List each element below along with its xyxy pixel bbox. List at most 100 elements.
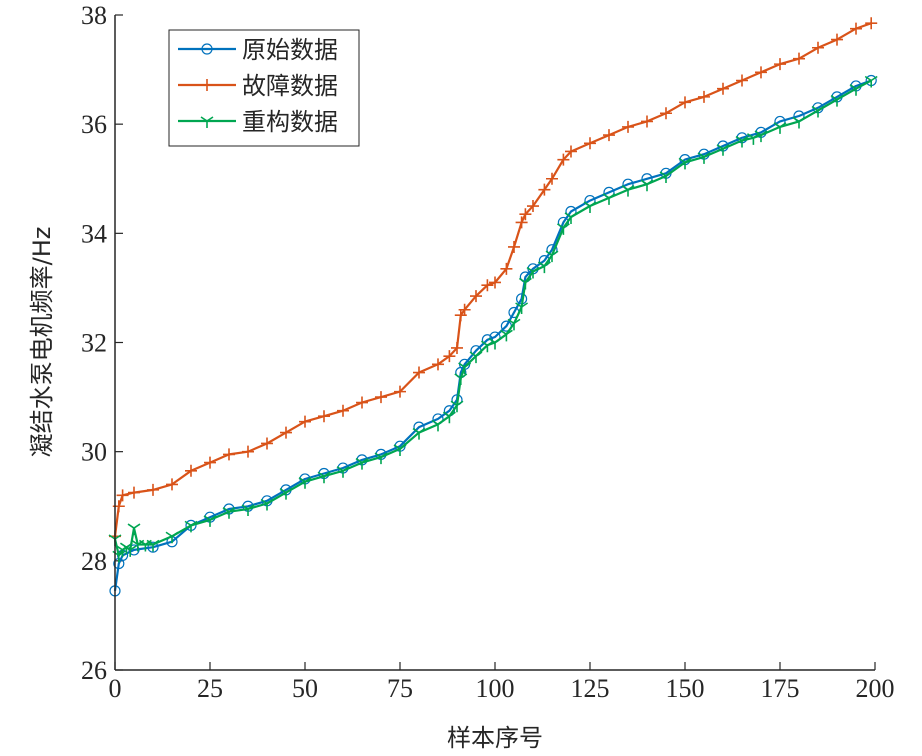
x-tick-label-0: 0 [109, 674, 122, 703]
legend-label-0: 原始数据 [242, 36, 338, 64]
series-2-point-5 [127, 523, 141, 536]
series-2-point-47 [716, 144, 730, 156]
series-1-point-51 [865, 17, 878, 30]
x-tick-label-7: 175 [761, 674, 800, 703]
series-1-point-2 [116, 489, 129, 502]
series-2-point-37 [545, 250, 559, 263]
series-1-point-44 [736, 74, 748, 87]
y-tick-label-3: 32 [81, 329, 107, 358]
series-2-point-51 [773, 122, 787, 134]
series-1-point-38 [622, 120, 634, 133]
series-2-point-42 [621, 185, 635, 197]
legend-marker-2 [200, 116, 214, 128]
series-1-point-14 [337, 404, 349, 417]
series-1-point-50 [850, 22, 862, 35]
series-2-point-13 [241, 504, 255, 516]
series-1-point-36 [584, 137, 596, 150]
series-2-point-33 [515, 302, 529, 315]
x-tick-label-5: 125 [571, 674, 610, 703]
x-tick-label-4: 100 [476, 674, 515, 703]
series-2-point-55 [849, 84, 863, 96]
series-2-point-10 [184, 520, 198, 533]
series-1-point-8 [223, 448, 235, 461]
series-1-point-30 [519, 208, 532, 221]
legend-marker-0 [201, 43, 213, 55]
series-2-point-38 [556, 223, 570, 235]
y-tick-label-1: 28 [81, 547, 107, 576]
x-tick-label-6: 150 [666, 674, 705, 703]
series-2-point-19 [355, 457, 369, 470]
y-tick-label-0: 26 [81, 656, 107, 685]
series-2-point-25 [450, 400, 464, 413]
series-1-point-15 [356, 396, 368, 409]
series-2-point-21 [393, 444, 407, 456]
series-1-point-32 [538, 183, 551, 196]
series-2 [108, 75, 878, 563]
tick-labels: 0 25 50 75 100 125 150 175 200 26 28 30 32 34 36 38 [81, 1, 895, 703]
series-1-point-25 [481, 279, 494, 292]
series-2-point-48 [735, 135, 749, 148]
x-tick-label-8: 200 [856, 674, 895, 703]
series-2-point-18 [336, 466, 350, 478]
series-2-point-39 [564, 212, 578, 224]
series-2-point-12 [222, 507, 236, 519]
series-2-point-17 [317, 471, 331, 484]
series-1-point-34 [557, 153, 570, 166]
series-2-point-46 [697, 152, 711, 164]
series-2-point-31 [499, 329, 513, 342]
series-1-point-11 [280, 426, 292, 439]
series-1-point-7 [204, 456, 216, 469]
series-line-1 [113, 22, 872, 537]
series-2-point-14 [260, 498, 274, 511]
series-2-point-34 [518, 277, 532, 290]
series-2-point-53 [811, 105, 825, 118]
series-1-point-37 [603, 129, 615, 142]
series-2-point-29 [480, 340, 494, 353]
series-1-point-33 [546, 172, 558, 185]
series-1-point-5 [166, 478, 178, 491]
series-2-point-4 [123, 545, 137, 557]
y-tick-label-4: 34 [81, 219, 107, 248]
series-1-point-41 [679, 96, 691, 109]
series-2-point-9 [165, 531, 179, 544]
series-2-point-22 [412, 427, 426, 440]
series-1-point-29 [515, 216, 528, 229]
series-2-point-35 [526, 266, 540, 279]
series-1-point-46 [774, 58, 786, 71]
series-1-point-9 [242, 445, 254, 458]
series-1-point-27 [500, 262, 513, 275]
series-2-point-23 [431, 419, 445, 432]
series-1-point-47 [793, 52, 805, 65]
x-tick-label-2: 50 [292, 674, 318, 703]
series-2-point-49 [746, 133, 760, 145]
series-2-point-8 [146, 539, 160, 552]
series-1-point-21 [451, 341, 463, 354]
series-2-point-30 [488, 337, 502, 350]
series-1-point-13 [318, 410, 330, 423]
series-2-point-45 [678, 157, 692, 170]
series-1-point-6 [185, 464, 197, 477]
series-line-0 [113, 79, 872, 592]
series-1 [109, 17, 878, 543]
series-2-point-15 [279, 487, 293, 500]
series-2-point-52 [792, 116, 806, 129]
series-1-point-20 [443, 350, 456, 363]
series-2-point-28 [469, 351, 483, 364]
series-1-point-31 [527, 200, 539, 213]
series-2-point-43 [640, 179, 654, 192]
series-2-point-32 [507, 318, 521, 331]
series-0-point-4 [147, 541, 159, 553]
series-1-point-18 [413, 366, 425, 379]
series-2-point-50 [754, 130, 768, 143]
series-2-point-7 [138, 539, 152, 552]
series-1-point-39 [641, 115, 653, 128]
series-1-point-10 [261, 437, 273, 450]
series-1-point-3 [128, 486, 140, 499]
series-1-point-45 [755, 66, 767, 79]
series-2-point-11 [203, 515, 217, 527]
series-1-point-17 [394, 385, 406, 398]
series-2-point-27 [458, 362, 472, 375]
y-tick-label-2: 30 [81, 438, 107, 467]
